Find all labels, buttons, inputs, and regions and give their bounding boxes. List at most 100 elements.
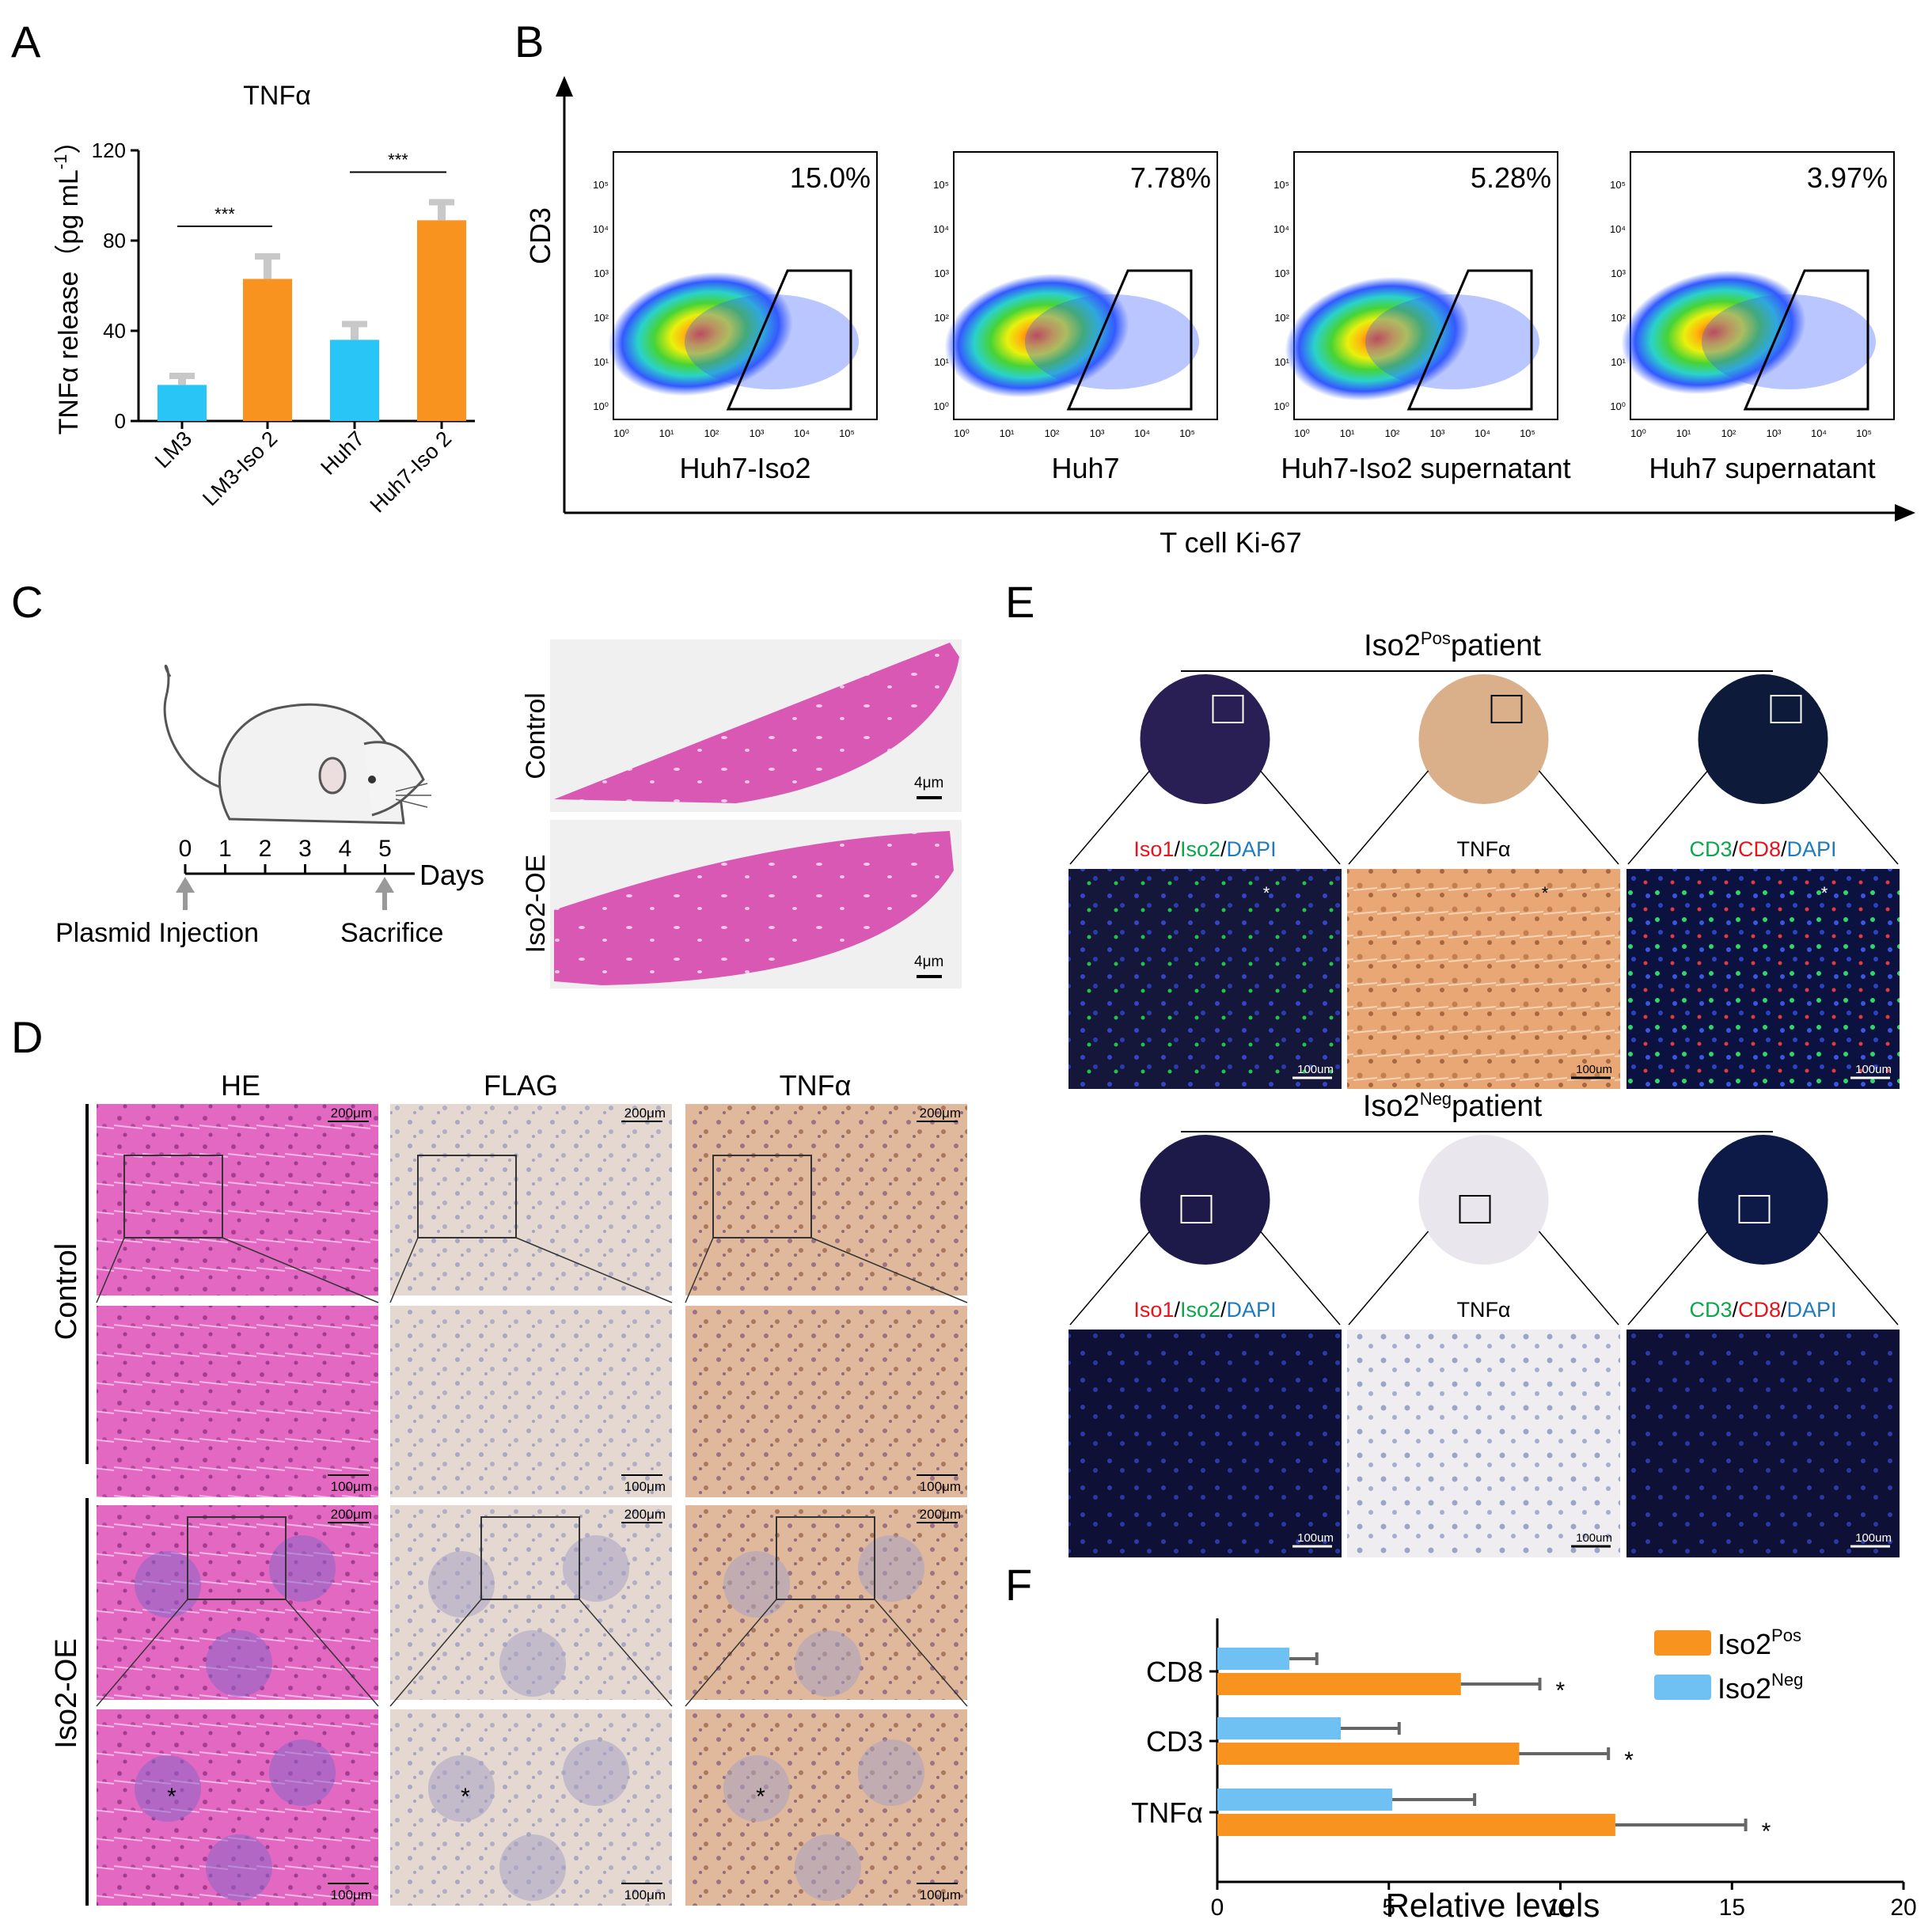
d-lesion [135,1755,201,1822]
a-y-tick-label: 120 [92,138,126,162]
flow-plot: 7.78% Huh7 10⁰ 10⁰ 10¹ 10¹ 10² 10² 10³ 10³ 10⁴ 10⁴ 1… [933,151,1218,484]
d-lesion [499,1834,566,1901]
e-asterisk: * [1263,883,1270,903]
e-label-part-c: DAPI [1227,837,1277,861]
a-x-tick-label: Huh7 [316,427,369,480]
e-label-sep: / [1174,1298,1180,1322]
d-scale-label: 200μm [920,1507,961,1522]
d-zoom-box [123,1155,223,1239]
timeline-tick-label: 4 [339,836,352,862]
e-label-sep: / [1220,1298,1227,1322]
flow-plot: 5.28% Huh7-Iso2 supernatant 10⁰ 10⁰ 10¹ 10¹ 10… [1273,151,1571,484]
flow-x-tick-label: 10⁵ [839,427,855,439]
d-lesion [135,1551,201,1618]
d-zoom-box [187,1516,287,1600]
flow-density-main [1621,270,1806,395]
d-image-tile [97,1104,378,1295]
f-legend-sup: Neg [1771,1670,1803,1690]
flow-x-tick-label: 10² [1721,427,1737,439]
mouse-eye [368,776,376,783]
flow-x-tick-label: 10⁰ [613,427,629,439]
flow-gate [1406,269,1533,411]
e-label-sep: / [1732,1298,1738,1322]
d-asterisk: * [167,1784,176,1810]
flow-y-tick-label: 10⁴ [1273,223,1289,235]
e-group-title-main: Iso2 [1363,1090,1420,1123]
mouse-drawing [163,664,431,825]
e-group-title-sup: Pos [1421,628,1451,648]
mouse-whiskers [395,783,431,808]
flow-y-tick-label: 10² [594,312,609,324]
flow-gate [1066,269,1193,411]
d-zoom-box [776,1516,875,1600]
a-bar [330,340,379,421]
e-label-sep: / [1781,1298,1787,1322]
e-group-title-main: Iso2 [1364,629,1421,662]
e-zoom-box [1770,695,1802,723]
e-zoom-line [1627,770,1709,865]
flow-x-tick-label: 10⁴ [1134,427,1150,439]
e-image-tile [1347,869,1620,1089]
e-label-part-a: CD3 [1689,837,1732,861]
d-image-tile [685,1306,967,1497]
f-x-tick-label: 0 [1211,1895,1224,1921]
e-zoom-line [1259,1231,1341,1326]
e-label-part-c: DAPI [1787,1298,1837,1322]
d-zoom-line [96,1599,188,1707]
e-scale-label: 100um [1576,1063,1612,1076]
d-row-iso2oe: Iso2-OE [50,1638,83,1748]
flow-y-tick-label: 10² [1611,312,1626,324]
d-lesion [563,1739,629,1806]
mouse-tail [163,664,238,793]
flow-y-tick-label: 10⁰ [933,400,949,412]
flow-y-tick-label: 10⁴ [593,223,609,235]
e-label-part-a: Iso1 [1133,1298,1174,1322]
e-label-part-a: Iso1 [1133,837,1174,861]
e-column-label: CD3/CD8/DAPI [1689,837,1836,861]
e-column-label: Iso1/Iso2/DAPI [1133,837,1276,861]
f-bar-neg [1217,1789,1393,1811]
d-zoom-line [685,1237,714,1303]
d-lesion [563,1535,629,1602]
f-significance: * [1624,1747,1634,1773]
d-scale-label: 100μm [920,1479,961,1494]
f-legend-label: Iso2Neg [1718,1670,1803,1705]
d-zoom-line [389,1237,419,1303]
flow-y-tick-label: 10⁵ [1610,179,1626,191]
d-scale-label: 200μm [331,1507,372,1522]
flow-y-tick-label: 10⁰ [1610,400,1626,412]
f-bar-neg [1217,1717,1342,1739]
f-bar-pos [1217,1673,1461,1695]
f-category-label: CD8 [1146,1656,1203,1688]
d-lesion [858,1535,924,1602]
mouse-ear [318,757,347,795]
d-zoom-line [874,1599,968,1707]
flow-x-tick-label: 10² [1385,427,1400,439]
ylabel-close: ） [54,127,84,154]
e-zoom-line [1069,770,1151,865]
flow-x-tick-label: 10⁰ [1630,427,1646,439]
flow-x-tick-label: 10¹ [659,427,674,439]
e-zoom-line [1259,770,1341,865]
d-zoom-line [685,1599,777,1707]
flow-x-tick-label: 10⁵ [1856,427,1872,439]
f-x-tick-label: 10 [1547,1895,1573,1921]
d-zoom-box [712,1155,812,1239]
f-significance: * [1555,1678,1565,1704]
e-label-part-b: CD8 [1738,1298,1781,1322]
panel-e: E Iso2PospatientIso1/Iso2/DAPI100um*TNFα… [1005,577,1900,1557]
b-xlabel: T cell Ki-67 [1160,526,1301,559]
flow-x-tick-label: 10⁵ [1179,427,1195,439]
e-scale-label: 100um [1855,1531,1892,1545]
a-y-tick-label: 80 [103,229,126,252]
f-category-label: TNFα [1131,1796,1203,1829]
e-group-title-suffix: patient [1452,1090,1543,1123]
timeline-days-label: Days [419,859,484,891]
panel-label-d: D [11,1012,43,1062]
sacrifice-arrow [375,877,394,910]
d-scale-label: 200μm [331,1106,372,1121]
e-column-label: Iso1/Iso2/DAPI [1133,1298,1276,1322]
d-scale-label: 100μm [331,1887,372,1902]
e-tma-core [1418,674,1549,804]
